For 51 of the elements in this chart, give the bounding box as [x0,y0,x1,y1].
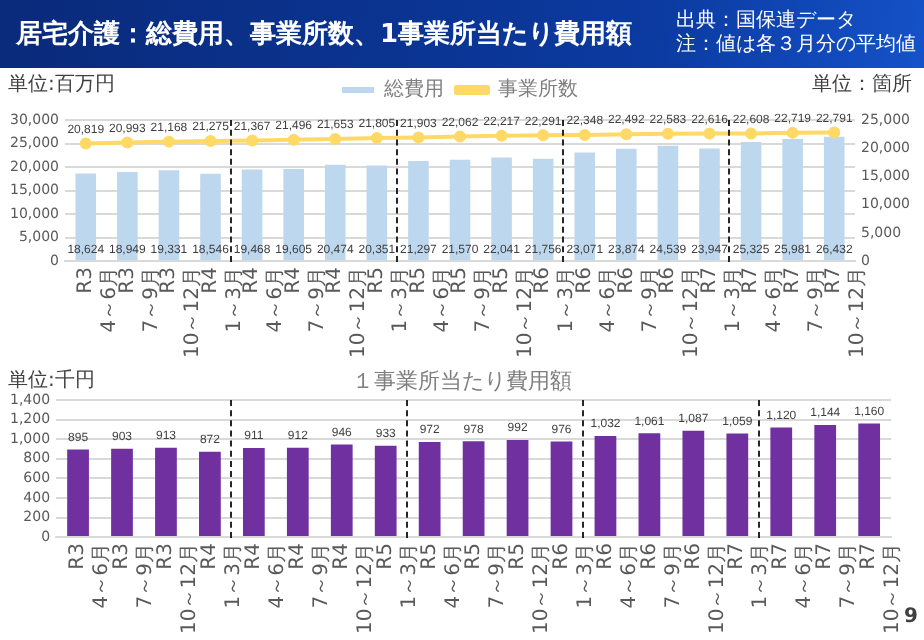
text: 9 [904,606,918,628]
x-tick-label: R3 7～9月 [111,543,158,609]
x-tick-label: R4 1～3月 [199,543,246,609]
bar [638,433,661,537]
bar [814,425,837,537]
bar [242,447,265,537]
x-tick-label: R6 4～6月 [594,543,641,609]
bar [550,441,573,537]
bar [67,449,89,537]
x-tick-label: R7 7～9月 [814,543,861,609]
x-tick-label: R6 4～6月 [573,267,620,333]
x-tick-label: R3 10～12月 [155,543,202,635]
x-tick-label: R7 10～12月 [858,543,905,635]
x-tick-label: R6 7～9月 [638,543,685,609]
x-tick-label: R7 4～6月 [770,543,817,609]
x-tick-label: R7 1～3月 [726,543,773,609]
x-tick-label: R5 1～3月 [374,543,421,609]
bar [682,430,705,537]
bar [199,451,221,537]
x-tick-label: R7 10～12月 [823,267,870,359]
source-note: 出典：国保連データ [676,10,858,33]
bar [858,423,881,537]
bar [726,433,749,537]
bar [594,436,617,537]
legend-label: 総費用 [382,77,444,102]
legend-label: 事業所数 [498,77,578,102]
bar [374,445,397,537]
bar [111,448,133,537]
x-tick-label: R6 1～3月 [550,543,597,609]
y-axis-title: 単位:千円 [8,367,95,393]
x-tick-label: R4 10～12月 [330,543,377,635]
bar [418,441,441,537]
y2-axis-title: 単位：箇所 [812,71,912,98]
x-tick-label: R5 4～6月 [418,543,465,609]
x-tick-label: R3 4～6月 [67,543,114,609]
x-tick-label: R5 10～12月 [506,543,553,635]
chart-title: 居宅介護：総費用、事業所数、1事業所当たり費用額 [16,17,633,52]
chart-title: １事業所当たり費用額 [352,368,572,394]
x-tick-label: R5 7～9月 [462,543,509,609]
bar [155,447,177,537]
bar [506,439,529,537]
bar [462,441,485,537]
x-tick-label: R4 7～9月 [286,543,333,609]
bar [330,444,353,537]
y-axis-title: 単位:百万円 [8,72,115,98]
bar [286,447,309,537]
x-tick-label: R6 10～12月 [682,543,729,635]
text: 注：値は各３月分の平均値 [676,34,916,58]
bar [770,427,793,537]
x-tick-label: R4 4～6月 [243,543,290,609]
x-tick-label: R3 4～6月 [74,267,121,333]
